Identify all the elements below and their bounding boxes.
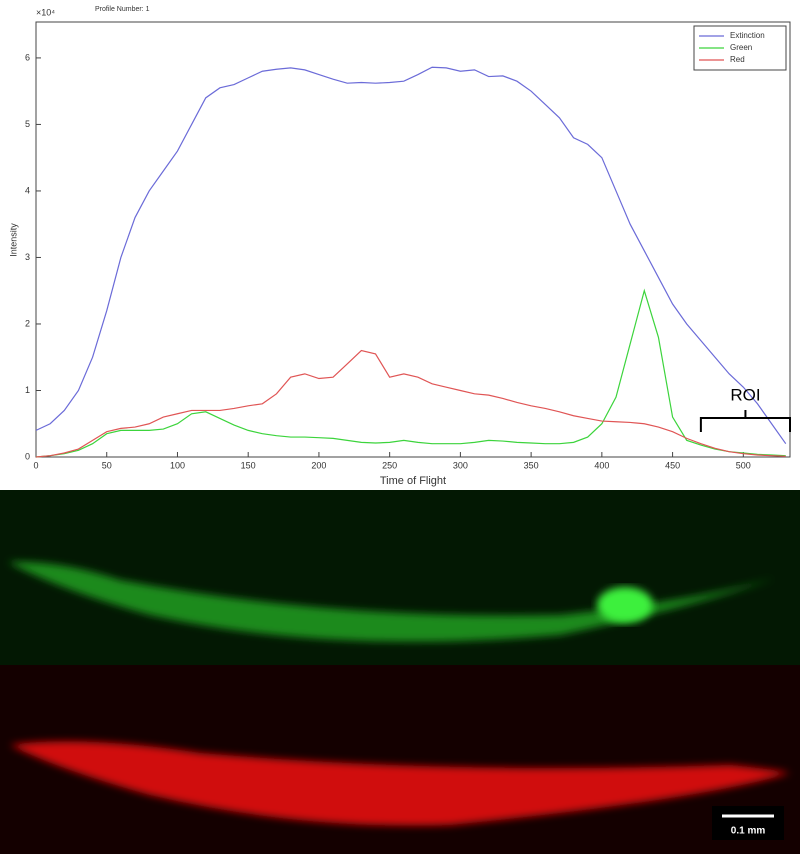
x-tick-label: 250 bbox=[382, 460, 397, 470]
y-tick-label: 4 bbox=[25, 185, 30, 195]
x-tick-label: 450 bbox=[665, 460, 680, 470]
x-tick-label: 500 bbox=[736, 460, 751, 470]
worm-body bbox=[10, 741, 790, 826]
red-worm: 0.1 mm bbox=[10, 741, 790, 840]
y-tick-label: 0 bbox=[25, 451, 30, 461]
x-axis-label: Time of Flight bbox=[380, 475, 446, 487]
legend-label: Red bbox=[730, 55, 745, 64]
y-axis-label: Intensity bbox=[8, 223, 18, 257]
y-tick-label: 3 bbox=[25, 252, 30, 262]
scale-bar-box bbox=[712, 806, 784, 840]
green-image bbox=[0, 490, 800, 665]
chart-title: Profile Number: 1 bbox=[95, 6, 150, 13]
roi-bracket bbox=[699, 410, 791, 432]
y-tick-label: 2 bbox=[25, 318, 30, 328]
worm-body bbox=[8, 561, 775, 642]
series-line bbox=[35, 66, 787, 445]
y-tick-label: 5 bbox=[25, 119, 30, 129]
x-tick-label: 100 bbox=[170, 460, 185, 470]
legend-label: Extinction bbox=[730, 31, 765, 40]
scale-bar-label: 0.1 mm bbox=[731, 826, 766, 837]
y-exponent: ×10⁴ bbox=[36, 7, 55, 17]
x-tick-label: 200 bbox=[311, 460, 326, 470]
y-tick-label: 1 bbox=[25, 385, 30, 395]
roi-label: ROI bbox=[730, 385, 760, 404]
series-line bbox=[35, 349, 786, 458]
x-tick-label: 150 bbox=[241, 460, 256, 470]
x-tick-label: 350 bbox=[524, 460, 539, 470]
x-tick-label: 400 bbox=[594, 460, 609, 470]
series-line bbox=[35, 288, 786, 458]
green-worm bbox=[8, 561, 775, 642]
chart: Profile Number: 1 ×10⁴ Time of Flight In… bbox=[8, 6, 791, 487]
legend-label: Green bbox=[730, 43, 752, 52]
bright-spot bbox=[597, 587, 653, 623]
red-image: 0.1 mm bbox=[0, 665, 800, 854]
x-tick-label: 50 bbox=[102, 460, 112, 470]
axes-box bbox=[35, 21, 791, 458]
y-tick-label: 6 bbox=[25, 52, 30, 62]
x-tick-label: 300 bbox=[453, 460, 468, 470]
x-tick-label: 0 bbox=[33, 460, 38, 470]
